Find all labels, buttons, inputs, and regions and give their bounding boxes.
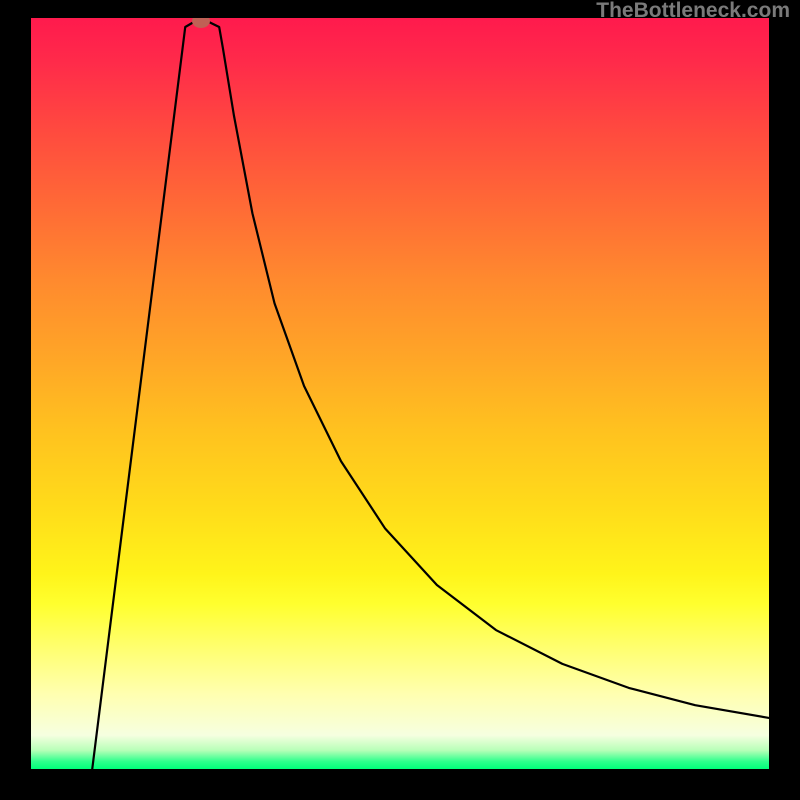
bottleneck-curve [92, 18, 769, 769]
watermark-text: TheBottleneck.com [596, 0, 790, 23]
curve-layer [31, 18, 769, 769]
plot-area [31, 18, 769, 769]
chart-container: TheBottleneck.com [0, 0, 800, 800]
